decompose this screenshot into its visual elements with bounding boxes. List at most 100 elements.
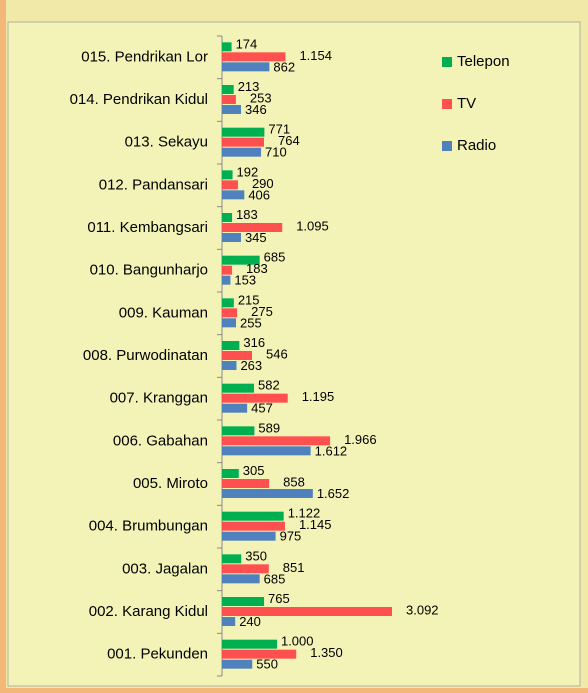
bar bbox=[222, 574, 260, 584]
value-label: 174 bbox=[236, 36, 258, 51]
value-label: 253 bbox=[250, 90, 272, 105]
value-label: 1.154 bbox=[299, 48, 332, 63]
legend-label: Telepon bbox=[457, 53, 510, 70]
bar bbox=[222, 298, 234, 308]
bar bbox=[222, 564, 269, 574]
category-label: 009. Kauman bbox=[119, 304, 208, 321]
category-label: 005. Miroto bbox=[133, 475, 208, 492]
legend-swatch bbox=[442, 99, 452, 109]
value-label: 263 bbox=[240, 358, 262, 373]
bar bbox=[222, 318, 237, 328]
value-label: 1.612 bbox=[315, 443, 348, 458]
bar bbox=[222, 511, 284, 521]
bar bbox=[222, 105, 242, 114]
legend-label: TV bbox=[457, 95, 476, 112]
value-label: 290 bbox=[252, 176, 274, 191]
value-label: 1.095 bbox=[296, 218, 329, 233]
bar bbox=[222, 639, 277, 649]
category-label: 013. Sekayu bbox=[125, 134, 208, 151]
bar bbox=[222, 649, 297, 659]
value-label: 851 bbox=[283, 560, 305, 575]
category-label: 007. Kranggan bbox=[110, 390, 208, 407]
category-label: 002. Karang Kidul bbox=[89, 603, 208, 620]
bar bbox=[222, 213, 233, 222]
category-label: 006. Gabahan bbox=[113, 432, 208, 449]
legend-swatch bbox=[442, 141, 452, 151]
bar bbox=[222, 531, 276, 541]
bar bbox=[222, 393, 288, 403]
bar bbox=[222, 275, 231, 285]
bar bbox=[222, 361, 237, 370]
bar bbox=[222, 554, 242, 564]
value-label: 192 bbox=[237, 164, 259, 179]
bar bbox=[222, 255, 260, 265]
bar bbox=[222, 170, 233, 180]
bar bbox=[222, 403, 248, 413]
value-label: 1.350 bbox=[310, 645, 343, 660]
legend-label: Radio bbox=[457, 137, 496, 154]
bar bbox=[222, 265, 233, 275]
bar bbox=[222, 190, 245, 200]
value-label: 1.195 bbox=[302, 389, 335, 404]
bar bbox=[222, 127, 265, 137]
category-label: 014. Pendrikan Kidul bbox=[70, 91, 208, 108]
bar bbox=[222, 383, 254, 393]
value-label: 858 bbox=[283, 474, 305, 489]
border-bottom bbox=[0, 688, 588, 693]
plot-frame bbox=[7, 21, 581, 687]
bar bbox=[222, 180, 238, 190]
value-label: 975 bbox=[280, 529, 302, 544]
bar bbox=[222, 52, 286, 62]
value-label: 346 bbox=[245, 102, 267, 117]
value-label: 316 bbox=[243, 335, 265, 350]
value-label: 457 bbox=[251, 401, 273, 416]
bar bbox=[222, 308, 238, 318]
bar bbox=[222, 233, 241, 242]
category-label: 003. Jagalan bbox=[122, 560, 208, 577]
value-label: 255 bbox=[240, 315, 262, 330]
value-label: 765 bbox=[268, 591, 290, 606]
category-label: 011. Kembangsari bbox=[87, 219, 208, 236]
bar bbox=[222, 426, 255, 436]
value-label: 546 bbox=[266, 346, 288, 361]
value-label: 771 bbox=[268, 122, 290, 137]
bar bbox=[222, 351, 253, 360]
value-label: 153 bbox=[234, 273, 256, 288]
category-label: 010. Bangunharjo bbox=[90, 262, 208, 279]
bar bbox=[222, 62, 270, 72]
category-label: 008. Purwodinatan bbox=[83, 347, 208, 364]
value-label: 1.966 bbox=[344, 432, 377, 447]
bar bbox=[222, 436, 331, 446]
bar bbox=[222, 469, 239, 478]
value-label: 582 bbox=[258, 378, 280, 393]
bar bbox=[222, 446, 311, 456]
bar bbox=[222, 659, 253, 669]
category-label: 015. Pendrikan Lor bbox=[81, 48, 208, 65]
value-label: 275 bbox=[251, 304, 273, 319]
bar bbox=[222, 341, 240, 350]
value-label: 215 bbox=[238, 292, 260, 307]
bar bbox=[222, 521, 285, 531]
value-label: 710 bbox=[265, 145, 287, 160]
bar bbox=[222, 597, 265, 606]
bar bbox=[222, 617, 236, 626]
bar bbox=[222, 489, 313, 498]
bar bbox=[222, 85, 234, 94]
value-label: 685 bbox=[264, 250, 286, 265]
value-label: 685 bbox=[264, 571, 286, 586]
value-label: 1.145 bbox=[299, 517, 332, 532]
bar bbox=[222, 42, 232, 52]
border-left bbox=[0, 0, 6, 693]
legend-swatch bbox=[442, 57, 452, 67]
value-label: 589 bbox=[258, 420, 280, 435]
category-label: 004. Brumbungan bbox=[89, 518, 208, 535]
value-label: 1.122 bbox=[288, 506, 321, 521]
value-label: 3.092 bbox=[406, 602, 439, 617]
category-label: 012. Pandansari bbox=[99, 176, 208, 193]
value-label: 345 bbox=[245, 230, 267, 245]
value-label: 240 bbox=[239, 614, 261, 629]
value-label: 764 bbox=[278, 133, 300, 148]
bar bbox=[222, 223, 283, 232]
value-label: 1.652 bbox=[317, 486, 350, 501]
